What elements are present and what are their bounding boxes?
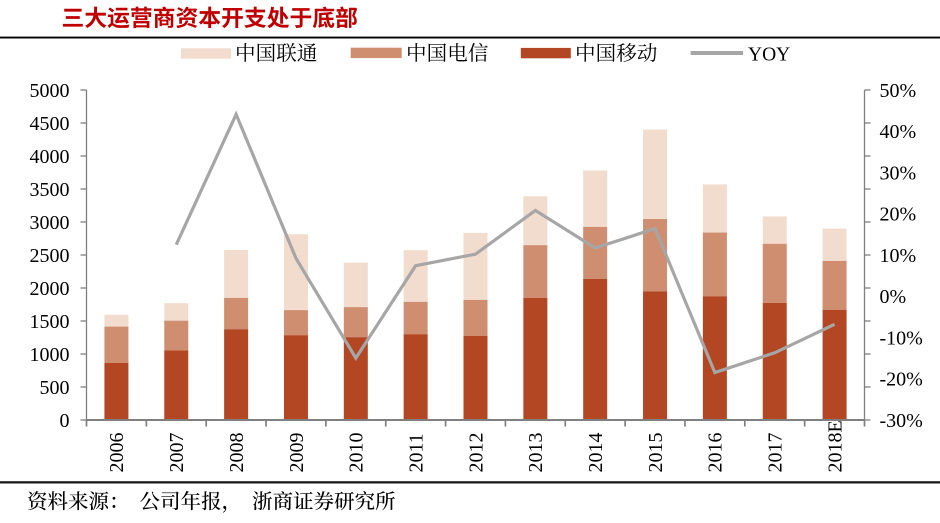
svg-text:2014: 2014 xyxy=(585,433,607,473)
svg-text:2013: 2013 xyxy=(525,433,547,473)
svg-text:2012: 2012 xyxy=(465,433,487,473)
svg-text:0: 0 xyxy=(60,410,70,432)
svg-text:10%: 10% xyxy=(880,245,917,267)
svg-text:2018E: 2018E xyxy=(824,420,846,472)
svg-text:-10%: -10% xyxy=(880,327,923,349)
svg-text:2016: 2016 xyxy=(705,433,727,473)
svg-text:5000: 5000 xyxy=(30,80,70,102)
svg-text:500: 500 xyxy=(40,377,70,399)
svg-text:2010: 2010 xyxy=(346,433,368,473)
svg-text:2015: 2015 xyxy=(645,433,667,473)
svg-text:4500: 4500 xyxy=(30,113,70,135)
svg-text:1000: 1000 xyxy=(30,344,70,366)
svg-text:50%: 50% xyxy=(880,80,917,102)
svg-text:3500: 3500 xyxy=(30,179,70,201)
svg-text:4000: 4000 xyxy=(30,146,70,168)
svg-text:2007: 2007 xyxy=(166,433,188,473)
svg-text:1500: 1500 xyxy=(30,311,70,333)
svg-text:YOY: YOY xyxy=(748,44,790,65)
svg-text:30%: 30% xyxy=(880,162,917,184)
svg-text:2000: 2000 xyxy=(30,278,70,300)
svg-text:-30%: -30% xyxy=(880,410,923,432)
svg-text:2009: 2009 xyxy=(286,433,308,473)
svg-text:2017: 2017 xyxy=(765,433,787,473)
svg-text:3000: 3000 xyxy=(30,212,70,234)
svg-text:-20%: -20% xyxy=(880,369,923,391)
svg-text:2500: 2500 xyxy=(30,245,70,267)
svg-text:40%: 40% xyxy=(880,121,917,143)
svg-text:2011: 2011 xyxy=(405,433,427,472)
svg-text:2006: 2006 xyxy=(106,433,128,473)
svg-text:20%: 20% xyxy=(880,204,917,226)
svg-text:2008: 2008 xyxy=(226,433,248,473)
svg-text:0%: 0% xyxy=(880,286,907,308)
